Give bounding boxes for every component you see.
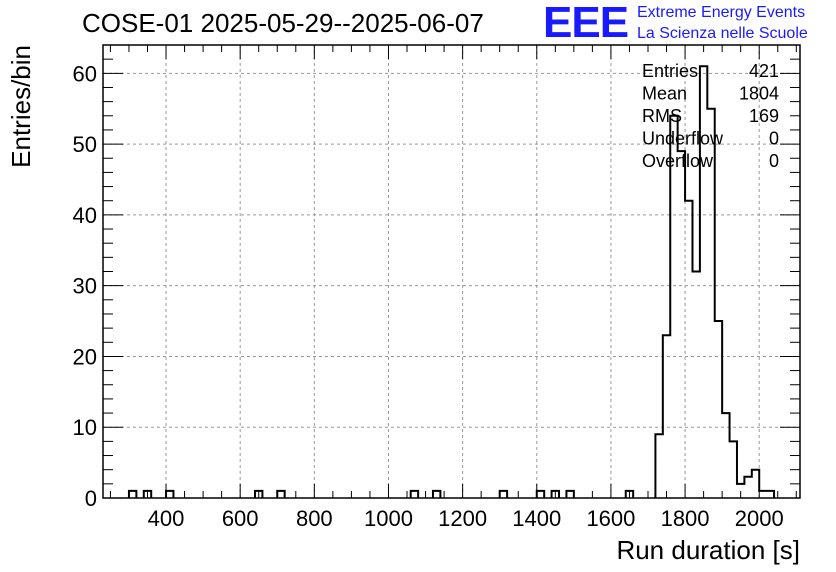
stats-value: 0 [769, 151, 779, 171]
y-tick-label: 0 [85, 486, 97, 511]
x-axis-label: Run duration [s] [616, 535, 800, 565]
histogram-bin [655, 434, 662, 498]
histogram-bin [670, 116, 677, 498]
y-axis-label: Entries/bin [6, 45, 36, 168]
stats-value: 421 [749, 61, 779, 81]
histogram-bin [744, 477, 751, 498]
stats-label: Entries [642, 61, 698, 81]
y-tick-label: 40 [73, 203, 97, 228]
y-tick-label: 30 [73, 274, 97, 299]
logo-line-1: Extreme Energy Events [637, 4, 806, 21]
histogram-bin [166, 491, 173, 498]
histogram-bin [566, 491, 573, 498]
x-tick-label: 800 [296, 506, 333, 531]
x-tick-label: 1000 [364, 506, 413, 531]
histogram-series [127, 65, 776, 499]
stats-value: 169 [749, 106, 779, 126]
stats-label: Overflow [642, 151, 714, 171]
histogram-bin [537, 491, 544, 498]
grid-lines [103, 45, 800, 498]
histogram-bin [715, 321, 722, 498]
histogram-bin [277, 491, 284, 498]
y-tick-label: 50 [73, 132, 97, 157]
y-tick-label: 10 [73, 415, 97, 440]
eee-logo: EEE [543, 0, 629, 47]
x-tick-label: 2000 [735, 506, 784, 531]
logo-line-2: La Scienza nelle Scuole [637, 25, 808, 42]
chart-title: COSE-01 2025-05-29--2025-06-07 [82, 8, 484, 38]
histogram-bin [730, 441, 737, 498]
histogram-bin [433, 491, 440, 498]
x-tick-label: 600 [222, 506, 259, 531]
histogram-bin [500, 491, 507, 498]
axis-ticks: 400 600 800 1000 1200 1400 1600 1800 20000102030… [73, 44, 800, 531]
histogram-bin [752, 470, 759, 498]
y-tick-label: 20 [73, 344, 97, 369]
stats-label: RMS [642, 106, 682, 126]
histogram-bin [678, 151, 685, 498]
histogram-bin [767, 491, 774, 498]
x-tick-label: 1800 [661, 506, 710, 531]
histogram-bin [685, 201, 692, 498]
stats-label: Mean [642, 84, 687, 104]
histogram-bin [692, 272, 699, 499]
stats-label: Underflow [642, 129, 724, 149]
stats-box: Entries 421 Mean 1804 RMS 169 Underflow 0 Overfl… [642, 61, 779, 171]
histogram-bin [759, 491, 766, 498]
stats-value: 0 [769, 129, 779, 149]
stats-value: 1804 [739, 84, 779, 104]
histogram-bin [411, 491, 418, 498]
y-tick-label: 60 [73, 61, 97, 86]
x-tick-label: 400 [148, 506, 185, 531]
histogram-bin [129, 491, 136, 498]
x-tick-label: 1400 [512, 506, 561, 531]
x-tick-label: 1600 [586, 506, 635, 531]
histogram-bin [722, 413, 729, 498]
histogram-bin [663, 335, 670, 498]
x-tick-label: 1200 [438, 506, 487, 531]
histogram-outline [127, 65, 776, 498]
